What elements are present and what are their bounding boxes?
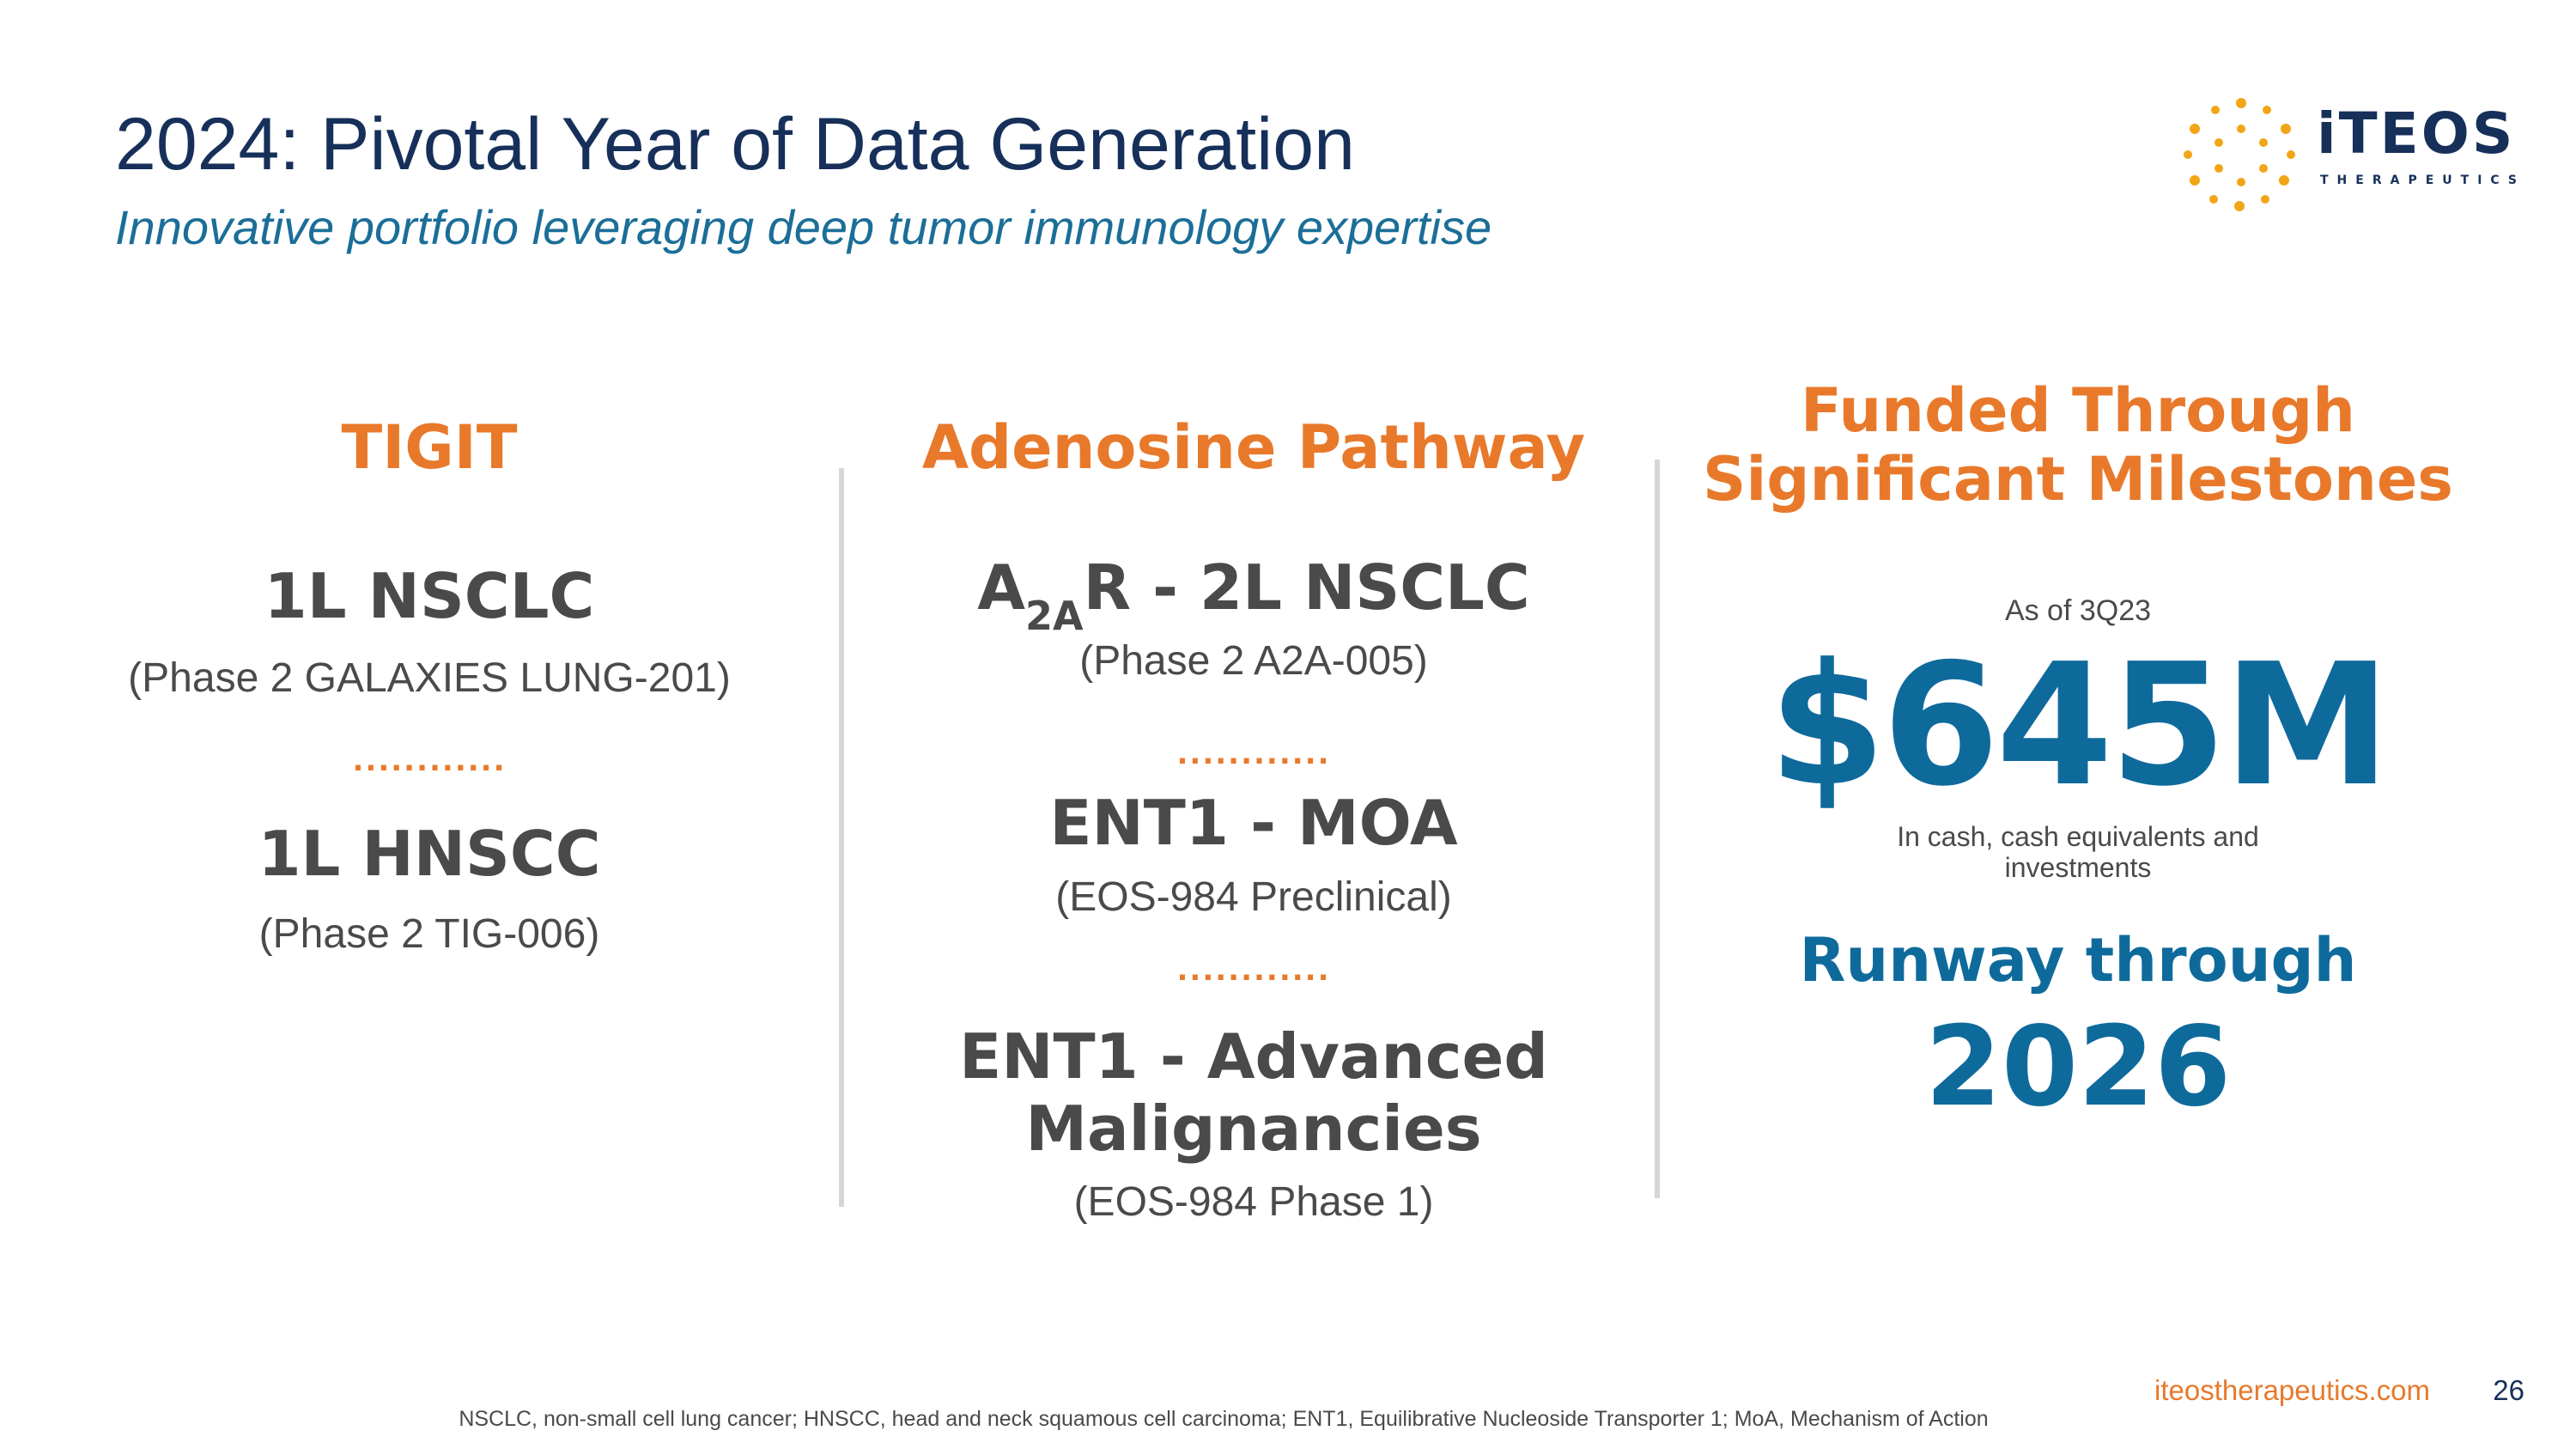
website-link[interactable]: iteostherapeutics.com xyxy=(2154,1374,2430,1406)
ent1-adv-title-line1: ENT1 - Advanced xyxy=(959,1020,1548,1093)
runway-label: Runway through xyxy=(1799,925,2357,995)
a2ar-suffix: R - 2L NSCLC xyxy=(1083,551,1530,624)
ent1-adv-detail: (EOS-984 Phase 1) xyxy=(1073,1179,1434,1225)
page-number: 26 xyxy=(2493,1374,2524,1406)
funding-heading-line2: Significant Milestones xyxy=(1703,444,2453,514)
column-divider-left xyxy=(839,468,844,1207)
as-of-label: As of 3Q23 xyxy=(2004,594,2152,627)
logo-tagline: THERAPEUTICS xyxy=(2320,174,2526,187)
a2ar-subscript: 2A xyxy=(1024,593,1084,639)
ent1-moa-title: ENT1 - MOA xyxy=(1049,787,1458,859)
adenosine-separator-1: ............ xyxy=(1176,737,1331,771)
adenosine-separator-2: ............ xyxy=(1176,953,1331,988)
tigit-item-2-title: 1L HNSCC xyxy=(258,818,601,890)
adenosine-heading: Adenosine Pathway xyxy=(921,412,1586,483)
a2ar-detail: (Phase 2 A2A-005) xyxy=(1079,638,1428,684)
tigit-separator: ............ xyxy=(352,744,507,778)
footnote: NSCLC, non-small cell lung cancer; HNSCC… xyxy=(459,1407,1989,1431)
a2ar-title: A2AR - 2L NSCLC xyxy=(893,550,1614,639)
logo-wordmark: iTEOS xyxy=(2317,100,2516,167)
cash-note: In cash, cash equivalents and investment… xyxy=(1897,821,2259,883)
runway-year: 2026 xyxy=(1924,1003,2232,1131)
sunburst-dots-icon xyxy=(2184,98,2295,211)
tigit-item-2-detail: (Phase 2 TIG-006) xyxy=(258,911,600,957)
ent1-moa-detail: (EOS-984 Preclinical) xyxy=(1055,874,1452,920)
a2ar-prefix: A xyxy=(977,551,1025,624)
funding-heading-line1: Funded Through xyxy=(1800,375,2356,446)
ent1-adv-title-line2: Malignancies xyxy=(1025,1093,1482,1165)
cash-amount: $645M xyxy=(1768,628,2391,824)
column-divider-right xyxy=(1655,460,1660,1198)
tigit-heading: TIGIT xyxy=(341,412,518,483)
page-subtitle: Innovative portfolio leveraging deep tum… xyxy=(115,200,1492,254)
tigit-item-1-title: 1L NSCLC xyxy=(264,560,595,632)
tigit-item-1-detail: (Phase 2 GALAXIES LUNG-201) xyxy=(128,655,731,701)
page-title: 2024: Pivotal Year of Data Generation xyxy=(115,103,1355,186)
company-logo: iTEOS THERAPEUTICS xyxy=(2181,93,2524,213)
